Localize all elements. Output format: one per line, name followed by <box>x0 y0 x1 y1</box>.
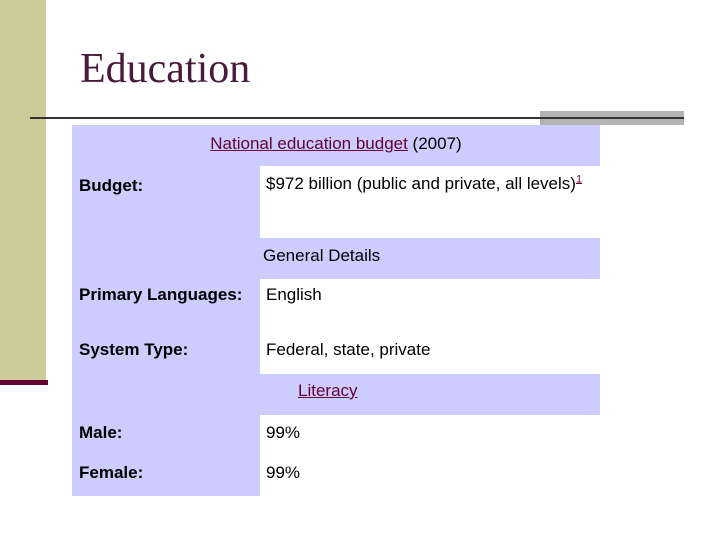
male-value: 99% <box>266 423 301 442</box>
primary-languages-value-cell: English <box>260 279 600 335</box>
female-label: Female: <box>79 463 144 482</box>
primary-languages-value: English <box>266 285 322 304</box>
literacy-link[interactable]: Literacy <box>298 381 358 400</box>
slide-title: Education <box>80 46 251 92</box>
budget-value-cell: $972 billion (public and private, all le… <box>260 166 600 238</box>
system-type-value-cell: Federal, state, private <box>260 335 600 374</box>
budget-value: $972 billion (public and private, all le… <box>266 174 576 193</box>
literacy-left-filler <box>72 374 260 415</box>
national-education-budget-link[interactable]: National education budget <box>210 134 408 153</box>
left-decorative-bar <box>0 0 46 384</box>
left-bar-base-stripe <box>0 380 48 385</box>
primary-languages-label: Primary Languages: <box>79 285 243 304</box>
female-value-cell: 99% <box>260 456 600 496</box>
budget-label: Budget: <box>79 176 144 195</box>
male-label-cell: Male: <box>72 415 260 456</box>
table-header-row: National education budget (2007) <box>72 125 600 166</box>
general-details-heading-cell: General Details <box>260 238 600 279</box>
general-details-heading: General Details <box>263 246 381 265</box>
table-header-year: (2007) <box>407 134 462 153</box>
system-type-value: Federal, state, private <box>266 340 431 359</box>
system-type-label: System Type: <box>79 340 189 359</box>
male-label: Male: <box>79 423 123 442</box>
primary-languages-label-cell: Primary Languages: <box>72 279 260 335</box>
female-value: 99% <box>266 463 301 482</box>
system-type-label-cell: System Type: <box>72 335 260 374</box>
male-value-cell: 99% <box>260 415 600 456</box>
female-label-cell: Female: <box>72 456 260 496</box>
title-rule <box>30 117 684 119</box>
budget-footnote-link[interactable]: 1 <box>575 173 583 186</box>
education-info-table: National education budget (2007) Budget:… <box>72 125 600 496</box>
literacy-heading-cell: Literacy <box>260 374 600 415</box>
